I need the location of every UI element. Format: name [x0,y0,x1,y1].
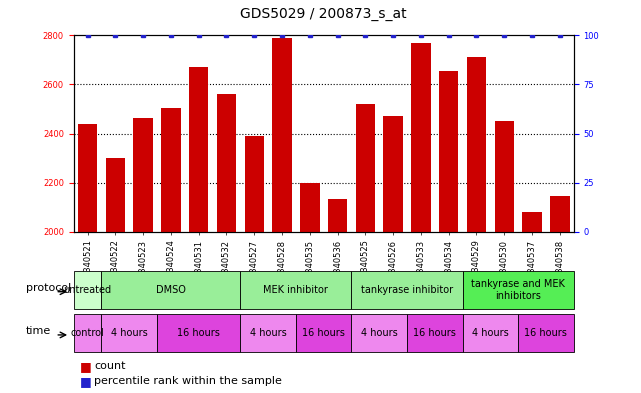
Bar [101,314,157,352]
Text: percentile rank within the sample: percentile rank within the sample [94,376,282,386]
Text: 16 hours: 16 hours [413,328,456,338]
Bar [272,38,292,232]
Text: 4 hours: 4 hours [361,328,397,338]
Bar [463,314,518,352]
Bar [74,314,101,352]
Bar [296,314,351,352]
Bar [518,314,574,352]
Bar [240,314,296,352]
Text: ■: ■ [80,360,92,373]
Bar [463,271,574,309]
Text: 4 hours: 4 hours [472,328,509,338]
Bar [240,271,351,309]
Bar [407,314,463,352]
Text: 16 hours: 16 hours [178,328,220,338]
Text: tankyrase inhibitor: tankyrase inhibitor [361,285,453,295]
Bar [217,94,237,232]
Text: DMSO: DMSO [156,285,186,295]
Text: GDS5029 / 200873_s_at: GDS5029 / 200873_s_at [240,7,407,21]
Bar [356,104,375,232]
Bar [300,183,319,232]
Bar [133,118,153,232]
Bar [550,196,570,232]
Bar [351,271,463,309]
Text: 16 hours: 16 hours [303,328,345,338]
Text: 16 hours: 16 hours [524,328,567,338]
Text: count: count [94,361,126,371]
Text: 4 hours: 4 hours [250,328,287,338]
Bar [412,43,431,232]
Text: 4 hours: 4 hours [111,328,147,338]
Bar [189,67,208,232]
Bar [467,57,487,232]
Bar [157,314,240,352]
Bar [328,199,347,232]
Text: control: control [71,328,104,338]
Bar [439,71,458,232]
Bar [101,271,240,309]
Bar [245,136,264,232]
Bar [495,121,514,232]
Text: ■: ■ [80,375,92,388]
Text: protocol: protocol [26,283,71,293]
Bar [383,116,403,232]
Text: MEK inhibitor: MEK inhibitor [263,285,328,295]
Bar [74,271,101,309]
Text: time: time [26,326,51,336]
Bar [522,212,542,232]
Text: untreated: untreated [63,285,112,295]
Bar [106,158,125,232]
Bar [351,314,407,352]
Bar [78,124,97,232]
Bar [162,108,181,232]
Text: tankyrase and MEK
inhibitors: tankyrase and MEK inhibitors [471,279,565,301]
